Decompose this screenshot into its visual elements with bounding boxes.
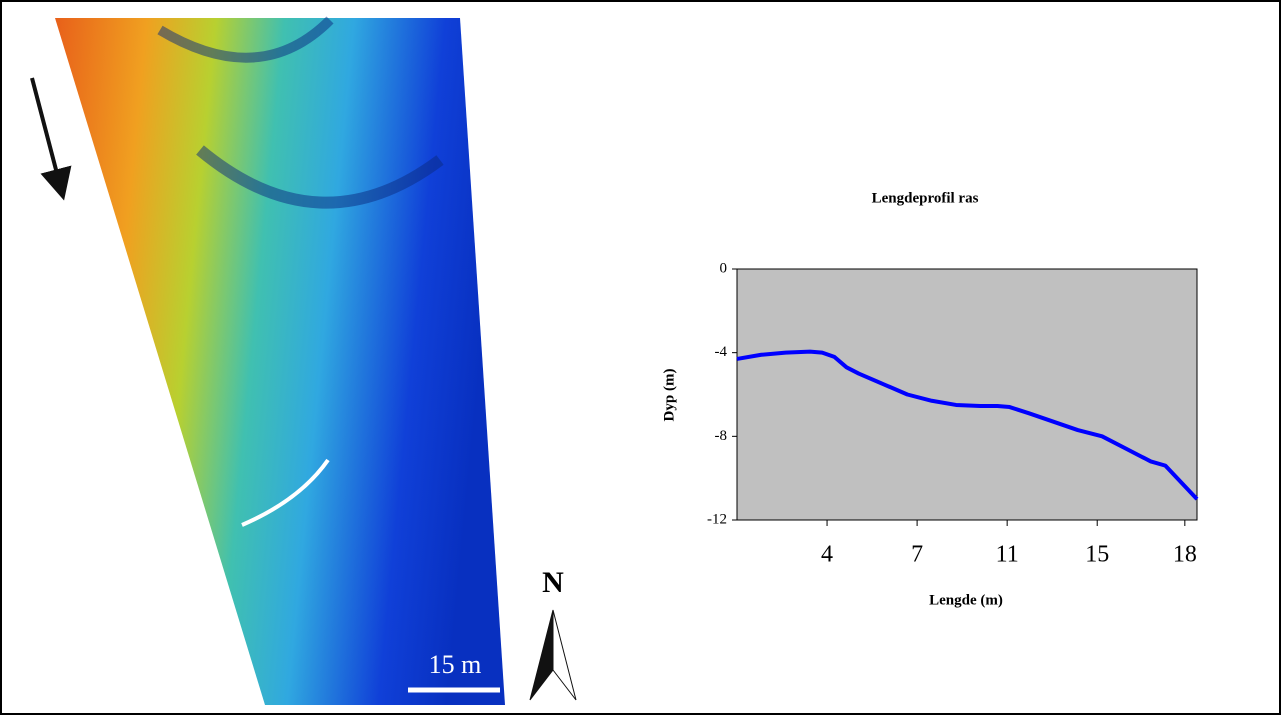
plot-area xyxy=(736,268,1198,521)
y-tick-label: -12 xyxy=(707,511,727,527)
north-label: N xyxy=(542,566,564,599)
x-tick-label: 11 xyxy=(996,542,1019,568)
flow-arrow xyxy=(30,77,72,201)
y-tick-label: -8 xyxy=(715,428,728,444)
x-axis-label: Lengde (m) xyxy=(929,592,1003,608)
profile-line xyxy=(241,458,330,527)
x-tick-label: 18 xyxy=(1173,542,1197,568)
map-feature xyxy=(157,16,334,63)
y-tick-label: 0 xyxy=(720,260,728,276)
x-tick-label: 7 xyxy=(911,542,923,568)
y-axis-label: Dyp (m) xyxy=(661,369,677,422)
chart-title: Lengdeprofil ras xyxy=(872,190,979,206)
x-tick-label: 4 xyxy=(821,542,833,568)
scale-label: 15 m xyxy=(429,650,482,679)
x-tick-label: 15 xyxy=(1085,542,1109,568)
north-arrow xyxy=(552,609,577,701)
y-tick-label: -4 xyxy=(715,344,728,360)
data-line xyxy=(736,349,1199,501)
map-feature xyxy=(196,145,444,209)
